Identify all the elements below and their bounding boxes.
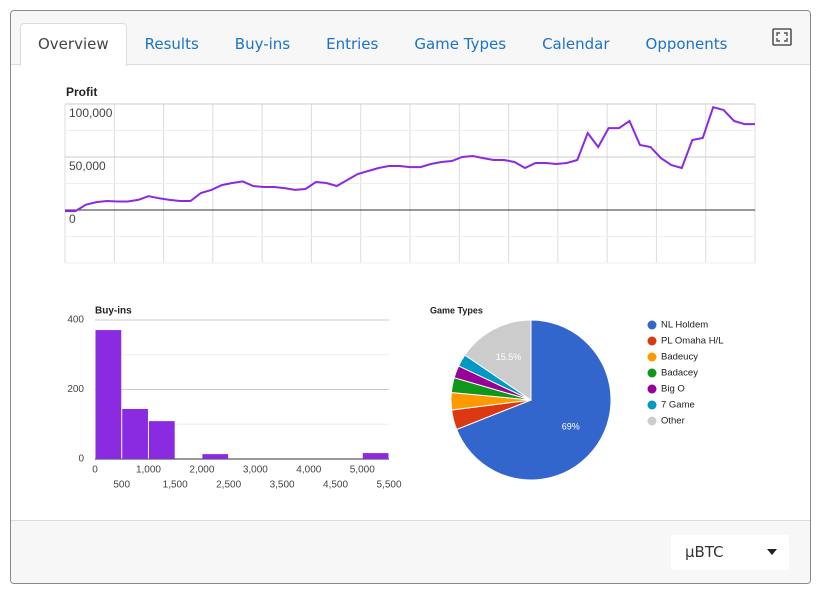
legend-dot	[647, 368, 657, 378]
tab[interactable]: Overview	[20, 23, 127, 66]
x-tick-label: 3,500	[270, 480, 295, 491]
y-tick-label: 100,000	[69, 106, 113, 120]
x-tick-label: 2,500	[216, 480, 241, 491]
unit-value: µBTC	[685, 543, 724, 561]
x-tick-label: 5,500	[376, 480, 401, 491]
x-tick-label: 500	[113, 480, 130, 491]
chart-title: Profit	[66, 85, 97, 99]
caret	[767, 549, 777, 555]
fullscreen-button[interactable]	[772, 28, 792, 46]
pie-slice	[464, 319, 532, 401]
x-tick-label: 4,500	[323, 480, 348, 491]
chart-title: Buy-ins	[95, 306, 132, 317]
legend-dot	[647, 384, 657, 394]
legend-dot	[647, 336, 657, 346]
x-tick-label: 3,000	[243, 465, 268, 476]
tab[interactable]: Buy-ins	[234, 35, 291, 53]
tab[interactable]: Calendar	[542, 35, 610, 53]
x-tick-label: 4,000	[296, 465, 321, 476]
profit-line	[65, 105, 755, 213]
legend-label: Big O	[661, 384, 685, 395]
legend-label: 7 Game	[661, 400, 695, 411]
y-tick-label: 400	[67, 315, 84, 326]
bar	[148, 421, 175, 459]
legend-label: NL Holdem	[661, 320, 708, 331]
slice-label: 69%	[562, 421, 580, 431]
x-tick-label: 1,500	[163, 480, 188, 491]
y-tick-label: 0	[69, 212, 76, 226]
pie-slice	[455, 319, 612, 481]
x-tick-label: 5,000	[350, 465, 375, 476]
tab-bar: Overview Results Buy-ins Entries Game Types C…	[11, 11, 810, 66]
tabs: Overview Results Buy-ins Entries Game Types C…	[20, 23, 745, 66]
tab[interactable]: Game Types	[414, 35, 507, 53]
legend-dot	[647, 400, 657, 410]
legend-label: Badacey	[661, 368, 698, 379]
tab[interactable]: Results	[144, 35, 199, 53]
y-tick-label: 200	[67, 384, 84, 395]
bar	[122, 408, 148, 459]
legend-label: Badeucy	[661, 352, 698, 363]
legend-dot	[647, 352, 657, 362]
footer: µBTC	[11, 520, 810, 583]
x-tick-label: 0	[92, 465, 98, 476]
card: Overview Results Buy-ins Entries Game Types C…	[10, 10, 811, 584]
legend-dot	[647, 320, 657, 330]
bar	[362, 453, 389, 459]
bar	[202, 454, 229, 459]
unit-select[interactable]: µBTC	[671, 535, 789, 570]
legend-label: PL Omaha H/L	[661, 336, 723, 347]
y-tick-label: 0	[78, 454, 84, 465]
chart-title: Game Types	[430, 305, 483, 315]
slice-label: 15.5%	[496, 352, 522, 362]
y-tick-label: 50,000	[69, 159, 106, 173]
tab[interactable]: Entries	[326, 35, 379, 53]
tab[interactable]: Opponents	[645, 35, 728, 53]
legend-dot	[647, 416, 657, 426]
x-tick-label: 1,000	[136, 465, 161, 476]
legend-label: Other	[661, 416, 685, 427]
bar	[95, 330, 122, 459]
x-tick-label: 2,000	[189, 465, 214, 476]
